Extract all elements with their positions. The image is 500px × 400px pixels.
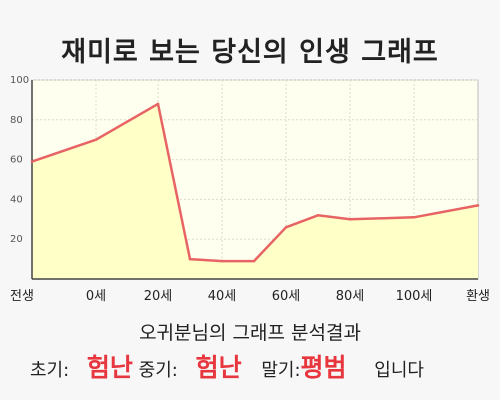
x-tick-label: 전생 xyxy=(10,289,34,304)
chart-title: 재미로 보는 당신의 인생 그래프 xyxy=(61,37,439,68)
late-label: 말기: xyxy=(261,360,301,381)
x-tick-label: 60세 xyxy=(272,289,301,304)
x-tick-label: 40세 xyxy=(208,289,237,304)
data-point-30세 xyxy=(188,257,192,261)
x-tick-label: 환생 xyxy=(466,289,490,304)
data-point-70세 xyxy=(316,214,320,217)
early-label: 초기: xyxy=(30,360,70,381)
y-tick-labels: 20 40 60 80 100 xyxy=(10,75,29,245)
series-area xyxy=(32,103,478,280)
data-point-전생 xyxy=(30,160,34,163)
mid-value: 험난 xyxy=(195,353,242,382)
y-tick-label: 40 xyxy=(10,194,23,205)
x-tick-label: 20세 xyxy=(144,289,173,304)
y-tick-label: 100 xyxy=(10,75,29,86)
x-tick-label: 100세 xyxy=(396,289,433,304)
data-point-100세 xyxy=(412,216,416,219)
data-points xyxy=(30,102,480,263)
x-tick-label: 80세 xyxy=(336,289,365,304)
early-value: 험난 xyxy=(86,353,133,382)
late-value: 평범 xyxy=(300,353,347,382)
analysis-result: 초기: 험난 중기: 험난 말기:평범 입니다 xyxy=(30,348,490,384)
life-graph-chart: 20 40 60 80 100 전생 0세 20세 40세 60세 80세 100세 환생 xyxy=(10,75,490,304)
data-point-20세 xyxy=(156,102,160,106)
y-tick-label: 20 xyxy=(10,234,23,245)
data-point-80세 xyxy=(348,218,352,221)
data-point-40세 xyxy=(220,259,224,263)
analysis-subtitle: 오귀분님의 그래프 분석결과 xyxy=(139,322,361,344)
data-point-50세 xyxy=(252,259,256,263)
data-point-환생 xyxy=(476,204,480,207)
data-point-0세 xyxy=(94,138,98,141)
result-suffix: 입니다 xyxy=(374,360,424,381)
mid-label: 중기: xyxy=(138,360,178,381)
x-tick-labels: 전생 0세 20세 40세 60세 80세 100세 환생 xyxy=(10,289,490,304)
data-point-60세 xyxy=(284,226,288,229)
x-tick-label: 0세 xyxy=(86,289,106,304)
y-tick-label: 80 xyxy=(10,115,23,126)
y-tick-label: 60 xyxy=(10,155,23,166)
